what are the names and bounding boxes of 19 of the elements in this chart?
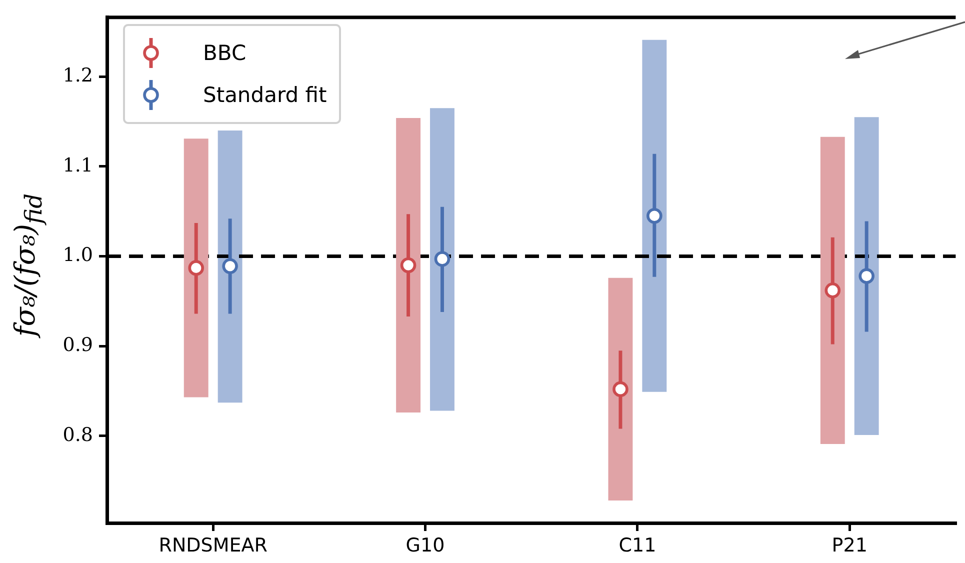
bar [184, 138, 208, 398]
x-tick-label: P21 [832, 534, 868, 556]
bar [430, 108, 454, 411]
bar [218, 130, 242, 403]
y-tick-label: 1.2 [62, 64, 93, 87]
y-tick-label: 0.8 [62, 424, 93, 446]
x-tick-label: C11 [618, 534, 656, 556]
x-tick-label: RNDSMEAR [158, 534, 268, 556]
bar [820, 136, 845, 444]
bar [854, 117, 879, 435]
legend-label: BBC [203, 41, 246, 65]
bar [642, 40, 667, 392]
x-tick-label: G10 [406, 534, 445, 556]
legend-label: Standard fit [203, 83, 327, 107]
bar [608, 278, 633, 501]
y-tick-label: 1.0 [62, 244, 93, 266]
y-tick-label: 1.1 [62, 154, 93, 176]
bar [396, 118, 421, 413]
y-tick-label: 0.9 [62, 334, 93, 356]
